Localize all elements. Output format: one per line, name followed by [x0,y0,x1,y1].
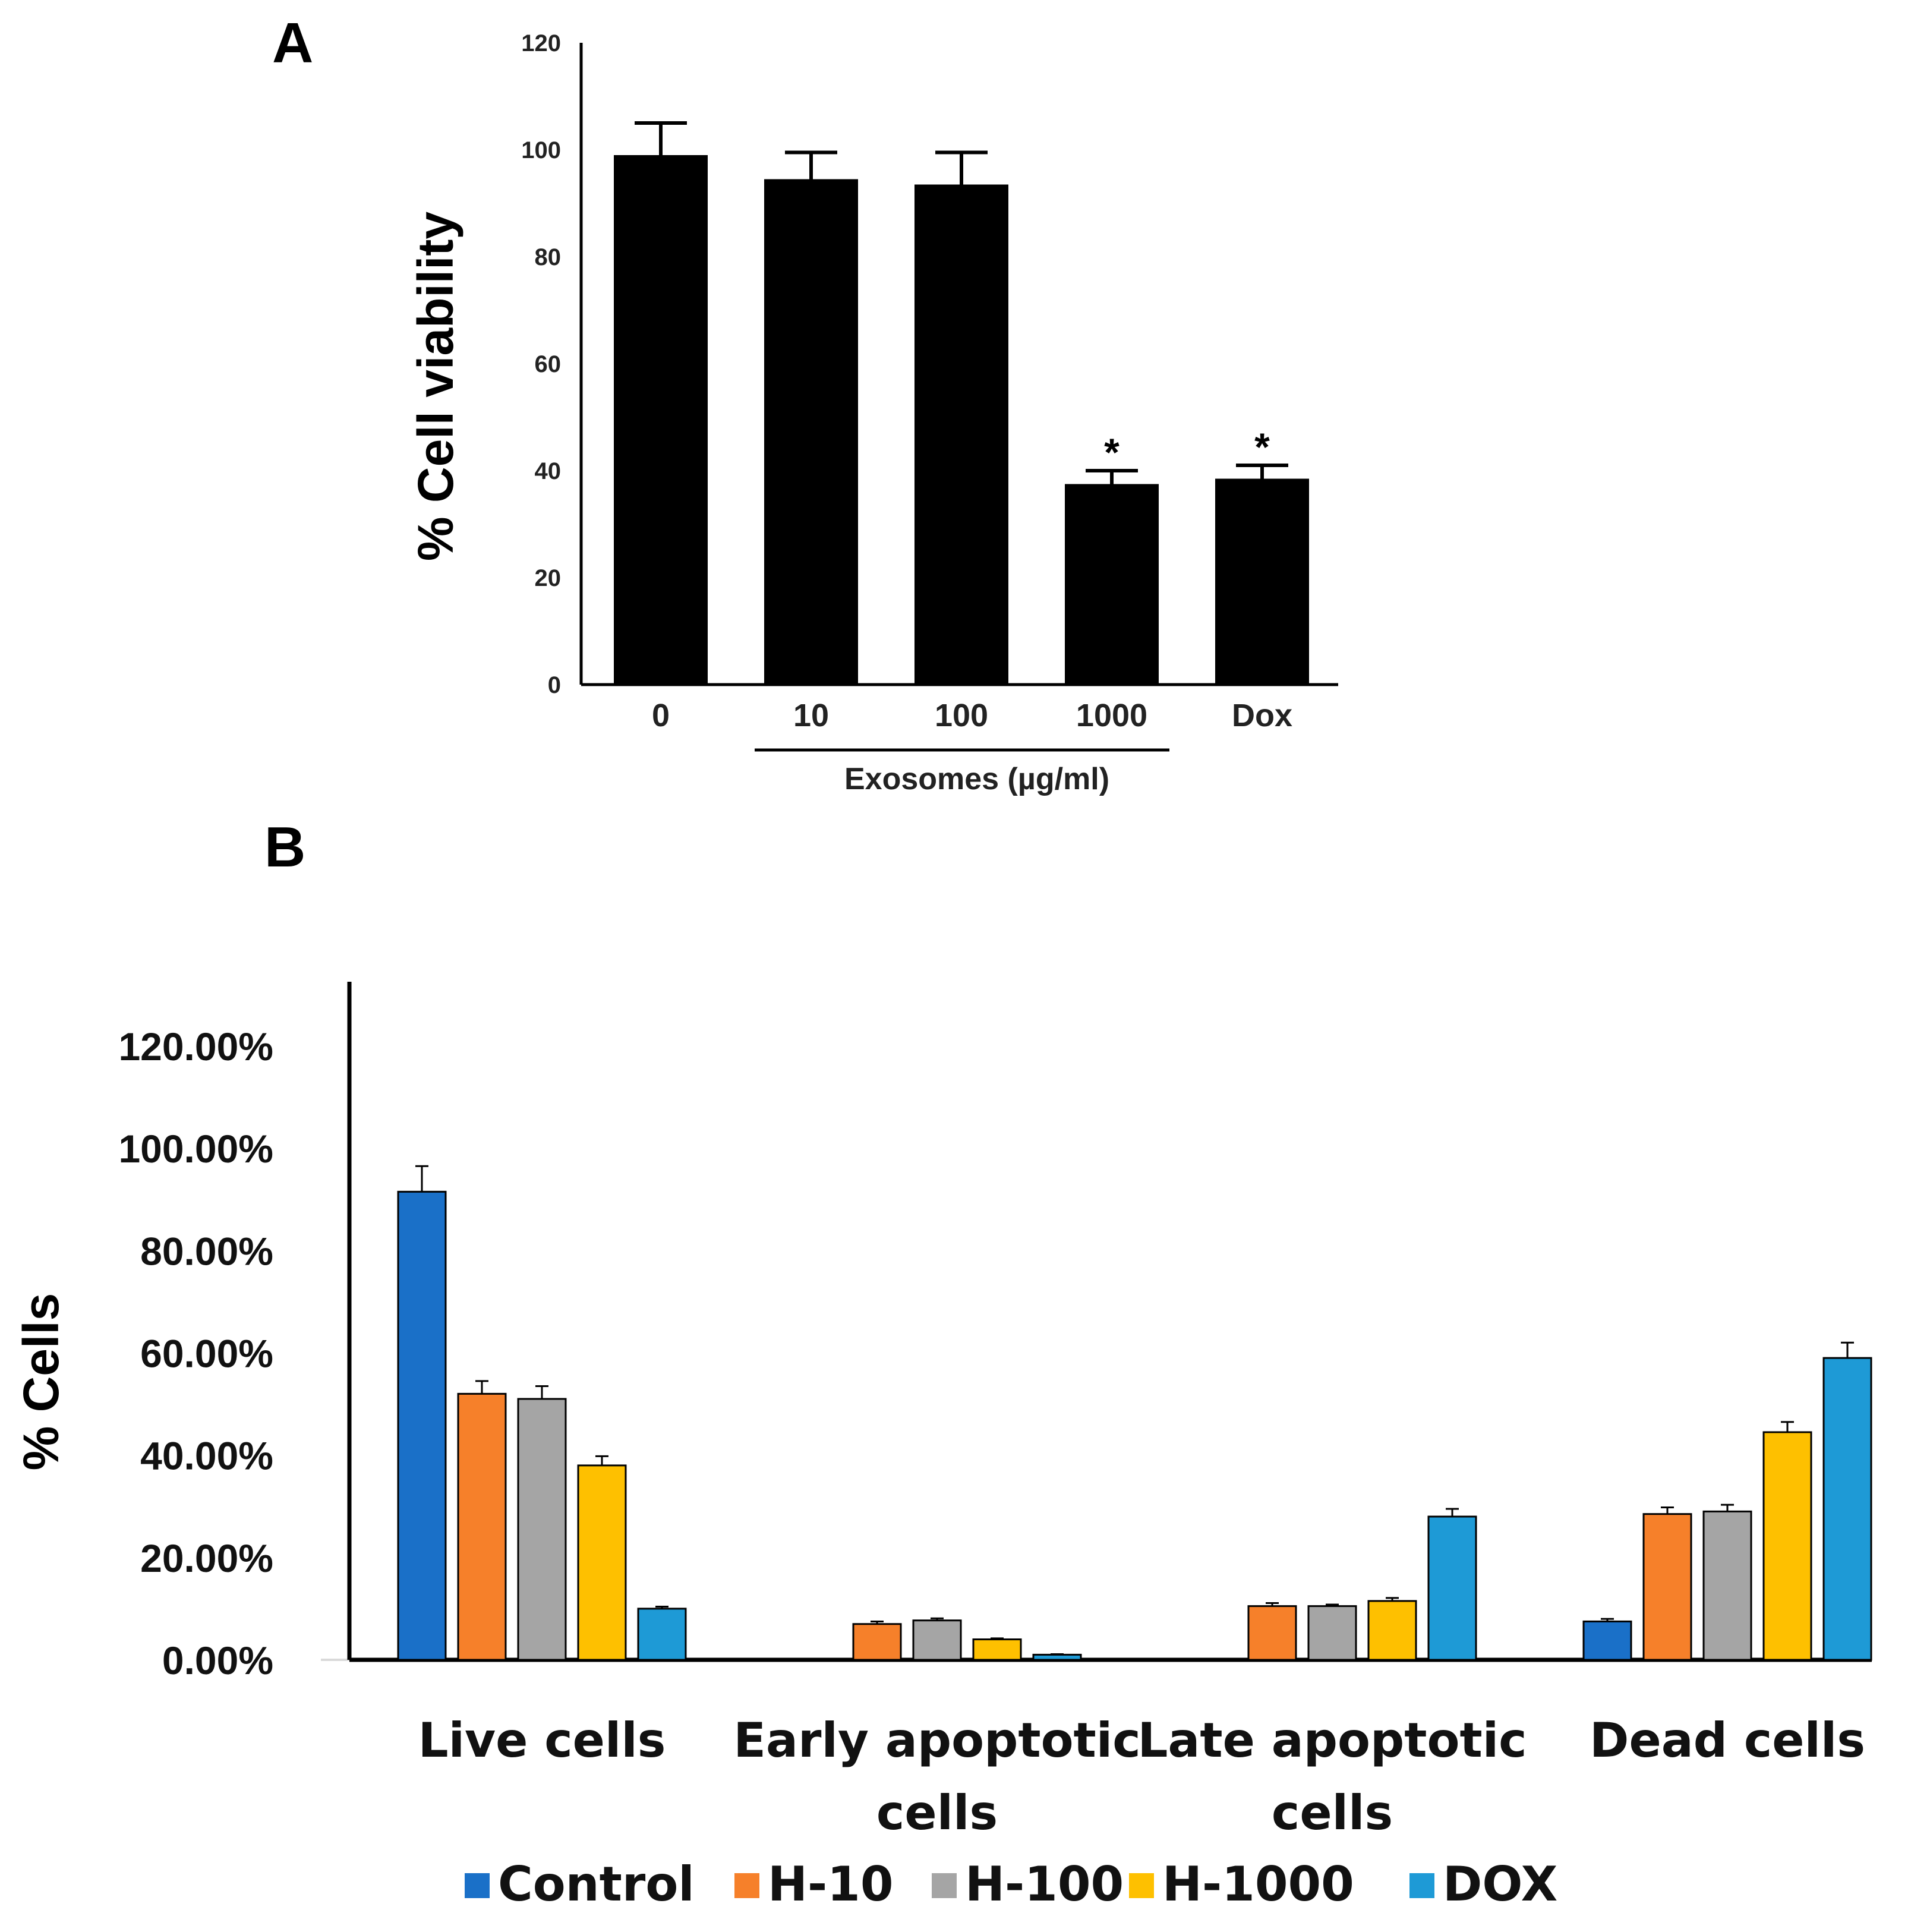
panel-b-bar [1762,1431,1812,1661]
panel-a-x-tick-label: Dox [1232,698,1292,733]
panel-a-y-tick-label: 0 [548,672,561,698]
panel-b-bar [1307,1605,1357,1661]
panel-b-bar [852,1623,902,1661]
panel-b-y-tick-label: 0.00% [162,1638,273,1682]
panel-a-y-tick-label: 60 [535,351,562,377]
panel-b-bar [1367,1600,1417,1661]
panel-a-chart: % Cell viability Exosomes (µg/ml) 0 20 40 6… [408,30,1338,796]
panel-b-bar [1702,1510,1752,1661]
panel-b-y-tick-label: 40.00% [140,1434,273,1478]
panel-b-bar [637,1608,687,1661]
panel-a-x-tick-label: 0 [652,698,670,733]
panel-b-x-tick-label: cells [1272,1785,1393,1840]
panel-a-letter: A [272,11,313,75]
panel-b-y-tick-label: 120.00% [118,1025,273,1069]
panel-a-bar [914,184,1008,685]
panel-b-x-tick-label: Early apoptotic [733,1713,1140,1768]
panel-b-chart: % Cells 0.00% 20.00% 40.00% 60.00% 80.00% 100… [13,982,1872,1912]
panel-a-significance-marker: * [1254,425,1270,469]
panel-a-x-axis-label: Exosomes (µg/ml) [844,762,1109,796]
panel-b-bar [1642,1513,1692,1661]
panel-b-bar [1032,1653,1082,1661]
panel-a-y-tick-label: 120 [521,30,561,56]
panel-b-x-tick-label: Dead cells [1590,1713,1865,1768]
panel-b-bar [1582,1620,1632,1661]
panel-a-bar [614,155,708,685]
panel-b-y-axis-label: % Cells [13,1293,69,1471]
panel-b-bar [1247,1605,1297,1661]
panel-b-legend-label: H-100 [965,1857,1124,1912]
panel-b-legend-swatch [734,1873,759,1898]
panel-b-y-tick-label: 20.00% [140,1536,273,1580]
panel-a-y-tick-label: 100 [521,137,561,163]
panel-b-bar [457,1392,507,1661]
panel-b-x-tick-label: Live cells [418,1713,666,1768]
panel-b-bar [1822,1357,1872,1661]
panel-b-legend-label: H-10 [768,1857,893,1912]
panel-b-bar [972,1638,1022,1661]
panel-a-bar [1215,478,1309,685]
panel-a-y-tick-label: 80 [535,244,562,270]
panel-b-bar [912,1619,962,1661]
panel-b-y-tick-label: 100.00% [118,1127,273,1171]
panel-a-significance-marker: * [1104,430,1120,474]
panel-b-legend-swatch [465,1873,490,1898]
panel-a-x-tick-label: 10 [793,698,829,733]
panel-b-y-tick-label: 80.00% [140,1229,273,1273]
panel-b-bar [577,1464,627,1661]
panel-b-legend-label: Control [498,1857,695,1912]
panel-b-x-tick-label: Late apoptotic [1137,1713,1527,1768]
panel-a-y-tick-label: 40 [535,458,562,484]
panel-a-bar [764,179,858,685]
panel-b-legend-swatch [1129,1873,1154,1898]
panel-b-legend-label: DOX [1443,1857,1557,1912]
panel-b-letter: B [264,815,305,879]
panel-a-x-tick-label: 100 [935,698,988,733]
panel-a-x-tick-label: 1000 [1076,698,1147,733]
panel-b-legend-swatch [1409,1873,1434,1898]
panel-b-bar [397,1190,447,1661]
panel-a-bar [1065,484,1159,685]
panel-b-legend-label: H-1000 [1162,1857,1354,1912]
panel-b-legend-swatch [932,1873,957,1898]
panel-a-y-axis-label: % Cell viability [408,212,463,561]
panel-a-y-tick-label: 20 [535,565,562,591]
panel-b-bar [1427,1515,1477,1661]
panel-b-x-tick-label: cells [876,1785,998,1840]
panel-b-y-tick-label: 60.00% [140,1332,273,1376]
panel-b-bar [517,1398,567,1661]
